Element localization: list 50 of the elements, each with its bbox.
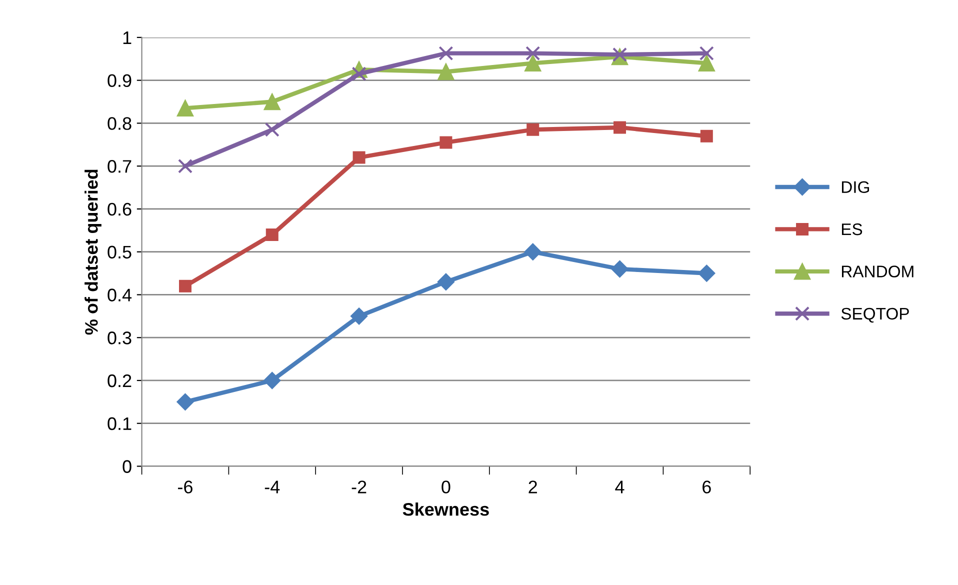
- point: [352, 66, 366, 82]
- y-tick-label: 1: [123, 32, 132, 44]
- point: [178, 280, 192, 292]
- y-tick-label: 0.3: [108, 332, 132, 344]
- point: [264, 122, 280, 137]
- point: [264, 93, 280, 110]
- x-tick-label: 6: [702, 480, 711, 494]
- legend-label: DIG: [842, 181, 869, 194]
- point: [699, 46, 714, 61]
- point: [350, 308, 368, 325]
- point: [611, 260, 628, 278]
- point: [698, 54, 715, 72]
- y-axis-title: % of datset queried: [84, 170, 102, 335]
- x-tick-label: -4: [264, 480, 280, 494]
- legend-label: SEQTOP: [841, 308, 909, 323]
- x-tick-label: 0: [442, 480, 450, 494]
- point: [438, 63, 454, 80]
- point: [700, 130, 713, 142]
- y-tick-label: 0.6: [108, 202, 132, 216]
- y-tick-label: 0.7: [108, 160, 132, 173]
- x-tick-label: -6: [178, 480, 192, 494]
- legend-label: ES: [842, 223, 862, 236]
- point: [178, 158, 193, 174]
- point: [176, 393, 194, 410]
- y-tick-label: 0.8: [108, 117, 132, 130]
- y-tick-label: 0.1: [108, 417, 132, 430]
- y-tick-label: 0.4: [108, 288, 132, 302]
- point: [437, 273, 454, 290]
- point: [698, 264, 716, 282]
- point: [526, 46, 540, 61]
- x-axis-title: Skewness: [402, 502, 489, 516]
- y-tick-label: 0: [122, 460, 132, 473]
- point: [438, 46, 454, 61]
- point: [264, 372, 281, 390]
- point: [176, 100, 194, 117]
- point: [612, 47, 628, 62]
- y-tick-label: 0.2: [108, 374, 132, 388]
- point: [440, 136, 452, 149]
- point: [352, 151, 366, 164]
- x-tick-label: -2: [352, 480, 366, 494]
- point: [266, 228, 278, 241]
- x-tick-label: 4: [615, 480, 624, 494]
- legend-label: RANDOM: [842, 266, 914, 278]
- point: [524, 243, 542, 260]
- point: [526, 123, 540, 136]
- point: [614, 121, 626, 134]
- y-tick-label: 0.5: [108, 246, 132, 259]
- y-tick-label: 0.9: [108, 74, 132, 88]
- x-tick-label: 2: [528, 480, 537, 494]
- point: [524, 54, 542, 72]
